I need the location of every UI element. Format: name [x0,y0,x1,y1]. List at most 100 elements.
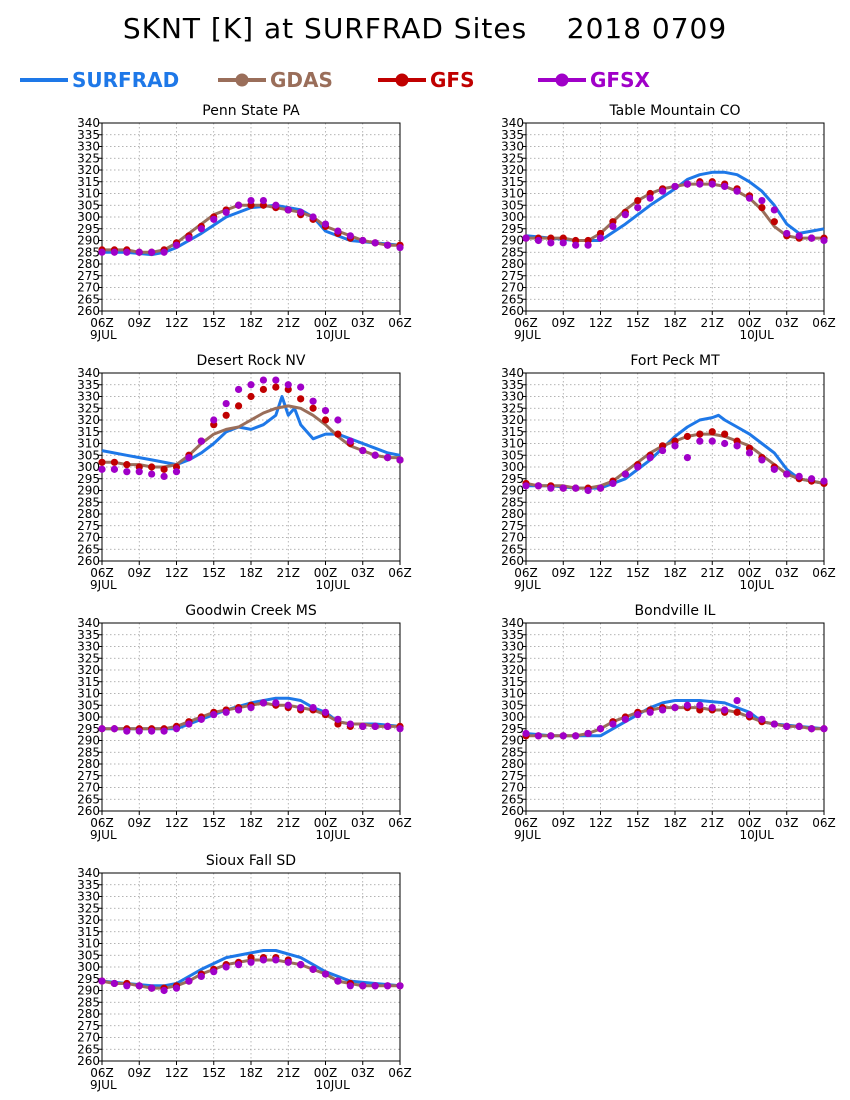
data-point [534,732,543,740]
data-point [646,708,654,716]
data-point [172,984,181,992]
y-tick-label: 270 [77,1031,100,1045]
data-point [297,395,305,403]
y-tick-label: 260 [77,1054,100,1068]
series-line [101,949,401,988]
x-tick-label: 12Z [165,816,189,830]
data-point [534,482,543,490]
data-point [584,241,592,249]
data-point [621,470,629,478]
x-tick-label: 03Z [775,816,799,830]
data-point [721,182,729,191]
data-point [247,196,255,205]
y-tick-label: 335 [77,128,100,142]
x-tick-label: 15Z [626,566,650,580]
y-tick-label: 315 [77,175,100,189]
data-point [334,430,342,438]
y-tick-label: 335 [77,628,100,642]
data-point [683,701,692,709]
y-tick-label: 340 [501,116,524,130]
x-tick-label: 00Z [738,566,762,580]
legend-label: GFS [430,68,474,92]
y-tick-label: 305 [77,698,100,712]
y-tick-label: 340 [77,616,100,630]
data-point [758,456,766,464]
y-tick-label: 300 [77,710,100,724]
y-tick-label: 315 [77,675,100,689]
series-line [526,413,825,490]
data-point [222,399,230,408]
data-point [259,385,268,394]
series-gfsx [98,376,404,480]
x-tick-label: 06Z [388,316,412,330]
y-tick-label: 340 [77,866,100,880]
data-point [309,404,317,412]
data-point [148,470,156,478]
data-point [272,956,280,964]
data-point [222,963,230,971]
y-tick-label: 330 [77,640,100,654]
data-point [646,194,654,202]
x-tick-label: 09Z [552,316,576,330]
y-tick-label: 300 [501,460,524,474]
data-point [820,477,828,485]
y-tick-label: 335 [501,628,524,642]
data-point [160,727,168,735]
x-tick-label: 03Z [351,816,375,830]
data-point [559,239,567,247]
x-tick-label: 00Z [314,816,338,830]
x-tick-label: 21Z [701,816,725,830]
y-tick-label: 320 [77,913,100,927]
data-point [297,208,305,216]
data-point [795,722,803,731]
data-point [658,446,667,455]
legend-marker [395,73,409,87]
data-point [197,225,205,233]
data-point [658,187,667,195]
data-point [334,977,342,985]
data-point [721,706,729,714]
y-tick-label: 340 [501,616,524,630]
data-point [745,711,754,719]
x-tick-label: 12Z [589,816,613,830]
y-tick-label: 325 [501,401,524,415]
data-point [696,180,704,188]
y-tick-label: 330 [501,140,524,154]
x-tick-label: 21Z [277,566,301,580]
x-tick-label: 15Z [202,566,226,580]
x-tick-label: 06Z [388,1066,412,1080]
x-tick-label: 06Z [514,316,538,330]
data-point [259,196,268,205]
x-tick-label: 09Z [128,316,152,330]
data-point [572,732,580,740]
y-tick-label: 265 [501,542,524,556]
y-tick-label: 335 [501,128,524,142]
x-date-label: 10JUL [316,1078,351,1092]
chart-title: Goodwin Creek MS [185,603,317,619]
y-tick-label: 280 [501,257,524,271]
data-point [210,215,218,223]
x-tick-label: 18Z [239,816,263,830]
y-tick-label: 265 [77,292,100,306]
y-tick-label: 270 [501,531,524,545]
x-date-label: 9JUL [514,578,541,592]
y-tick-label: 310 [77,187,100,201]
data-point [807,725,816,733]
data-point [321,220,330,228]
y-tick-label: 265 [501,292,524,306]
data-point [309,397,317,405]
y-tick-label: 315 [501,675,524,689]
x-tick-label: 06Z [388,566,412,580]
data-point [123,982,131,990]
data-point [346,982,354,990]
x-tick-label: 18Z [663,566,687,580]
data-point [185,234,193,242]
y-tick-label: 325 [77,401,100,415]
y-tick-label: 290 [77,984,100,998]
data-point [210,968,218,976]
legend-marker [555,73,569,87]
data-point [309,213,317,221]
data-point [346,232,354,240]
y-tick-label: 320 [77,163,100,177]
data-point [634,711,642,719]
